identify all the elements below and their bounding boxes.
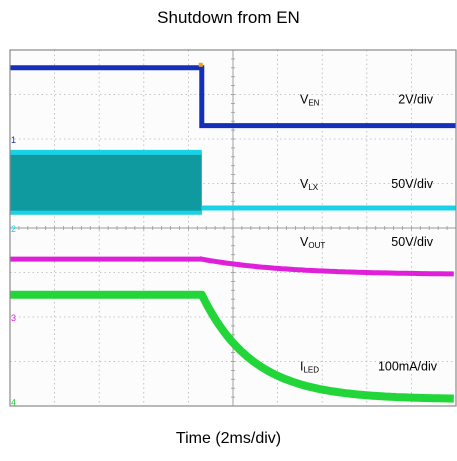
channel-markers: 1 2 3 4 [11,135,16,408]
channel-label-lx: VLX [300,177,319,192]
channel-labels: VEN 2V/div VLX 50V/div VOUT 50V/div ILED 100mA/… [300,92,438,374]
channel-label-out: VOUT [300,235,325,250]
traces [10,62,456,403]
channel-scale-out: 50V/div [391,235,433,249]
channel-2-marker: 2 [11,224,16,234]
x-axis-label: Time (2ms/div) [175,430,282,447]
channel-label-en: VEN [300,92,320,107]
trace-v-en [10,65,456,129]
channel-1-marker: 1 [11,135,16,145]
channel-label-led: ILED [300,359,319,374]
trace-i-led [10,290,455,403]
channel-scale-en: 2V/div [398,92,433,106]
channel-4-marker: 4 [11,398,16,408]
trace-v-lx-switching [10,152,202,215]
trace-v-out [10,256,454,277]
plot-frame [9,49,457,407]
channel-scale-lx: 50V/div [391,177,433,191]
channel-3-marker: 3 [11,313,16,323]
channel-scale-led: 100mA/div [378,359,438,373]
trigger-marker-icon [198,62,203,67]
chart-title: Shutdown from EN [157,8,300,27]
